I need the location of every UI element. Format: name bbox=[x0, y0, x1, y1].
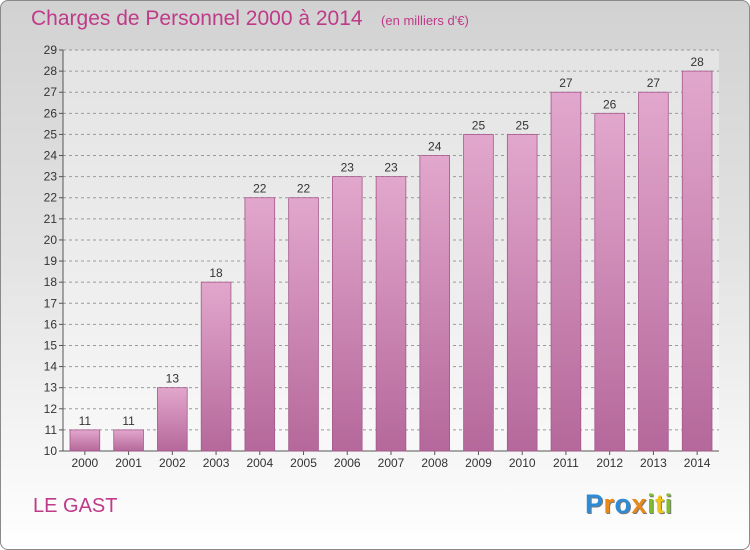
commune-name: LE GAST bbox=[33, 495, 118, 517]
data-label-2004: 22 bbox=[253, 182, 267, 196]
y-tick-label: 13 bbox=[44, 381, 58, 395]
data-label-2006: 23 bbox=[341, 161, 355, 175]
x-tick-label-2013: 2013 bbox=[640, 456, 667, 470]
y-tick-label: 23 bbox=[44, 170, 58, 184]
x-tick-label-2006: 2006 bbox=[334, 456, 361, 470]
data-label-2005: 22 bbox=[297, 182, 311, 196]
y-tick-label: 12 bbox=[44, 402, 58, 416]
x-tick-label-2005: 2005 bbox=[290, 456, 317, 470]
x-tick-label-2008: 2008 bbox=[421, 456, 448, 470]
chart-subtitle: (en milliers d'€) bbox=[381, 13, 469, 28]
x-tick-label-2000: 2000 bbox=[72, 456, 99, 470]
bar-2000 bbox=[69, 429, 101, 452]
y-tick-label: 10 bbox=[44, 444, 58, 458]
bar-2012 bbox=[594, 112, 625, 452]
logo-letter: r bbox=[603, 489, 615, 519]
bar-2011 bbox=[550, 91, 582, 452]
bar-2009 bbox=[463, 134, 494, 452]
logo-letter: t bbox=[655, 489, 665, 519]
x-tick-label-2002: 2002 bbox=[159, 456, 186, 470]
title-row: Charges de Personnel 2000 à 2014 (en mil… bbox=[31, 7, 469, 31]
data-label-2012: 26 bbox=[603, 97, 617, 111]
bar-2013 bbox=[638, 91, 669, 452]
y-tick-label: 29 bbox=[44, 43, 58, 57]
data-label-2003: 18 bbox=[209, 266, 223, 280]
y-tick-label: 14 bbox=[44, 360, 58, 374]
y-tick-label: 25 bbox=[44, 127, 58, 141]
y-tick-label: 22 bbox=[44, 191, 58, 205]
data-label-2013: 27 bbox=[647, 76, 661, 90]
bar-2005 bbox=[288, 197, 319, 452]
logo-letter: P bbox=[585, 489, 604, 519]
proxiti-logo: Proxiti bbox=[585, 489, 673, 520]
bar-2004 bbox=[244, 197, 276, 452]
data-label-2007: 23 bbox=[384, 161, 398, 175]
logo-letter: i bbox=[664, 489, 673, 519]
x-tick-label-2004: 2004 bbox=[246, 456, 273, 470]
chart-title: Charges de Personnel 2000 à 2014 bbox=[31, 7, 363, 30]
data-label-2000: 11 bbox=[79, 414, 92, 428]
bar-2007 bbox=[375, 176, 407, 452]
y-tick-label: 19 bbox=[44, 254, 58, 268]
bar-2002 bbox=[157, 387, 188, 452]
bar-layer bbox=[69, 70, 713, 452]
y-tick-label: 27 bbox=[44, 85, 58, 99]
y-tick-label: 21 bbox=[44, 212, 58, 226]
data-label-2014: 28 bbox=[690, 55, 704, 69]
y-tick-label: 17 bbox=[44, 296, 58, 310]
logo-letter: o bbox=[614, 489, 632, 519]
x-tick-label-2007: 2007 bbox=[378, 456, 405, 470]
y-tick-label: 18 bbox=[44, 275, 58, 289]
data-label-2011: 27 bbox=[559, 76, 573, 90]
bar-2010 bbox=[506, 134, 538, 452]
y-tick-label: 20 bbox=[44, 233, 58, 247]
logo-letter: x bbox=[631, 489, 648, 519]
y-tick-label: 26 bbox=[44, 106, 58, 120]
data-label-2002: 13 bbox=[166, 372, 180, 386]
logo-letter: i bbox=[647, 489, 656, 519]
data-label-2009: 25 bbox=[472, 118, 486, 132]
label-layer: 10 11 12 13 14 15 16 17 18 19 20 21 22 23 24 25 26 27 28 29… bbox=[44, 43, 711, 470]
bar-2014 bbox=[681, 70, 713, 452]
x-tick-label-2009: 2009 bbox=[465, 456, 492, 470]
data-label-2010: 25 bbox=[516, 118, 530, 132]
bar-2008 bbox=[419, 155, 451, 452]
y-tick-label: 15 bbox=[44, 338, 58, 352]
x-tick-label-2010: 2010 bbox=[509, 456, 536, 470]
y-tick-label: 28 bbox=[44, 64, 58, 78]
y-tick-label: 24 bbox=[44, 149, 58, 163]
data-label-2001: 11 bbox=[122, 414, 135, 428]
x-tick-label-2011: 2011 bbox=[553, 456, 579, 470]
x-tick-label-2003: 2003 bbox=[203, 456, 230, 470]
x-tick-label-2001: 2001 bbox=[115, 456, 142, 470]
x-tick-label-2014: 2014 bbox=[684, 456, 711, 470]
bar-2006 bbox=[331, 176, 363, 452]
y-tick-label: 11 bbox=[45, 423, 58, 437]
x-tick-label-2012: 2012 bbox=[596, 456, 623, 470]
bar-2003 bbox=[200, 281, 232, 452]
bar-2001 bbox=[113, 429, 144, 452]
data-label-2008: 24 bbox=[428, 140, 442, 154]
y-tick-label: 16 bbox=[44, 317, 58, 331]
